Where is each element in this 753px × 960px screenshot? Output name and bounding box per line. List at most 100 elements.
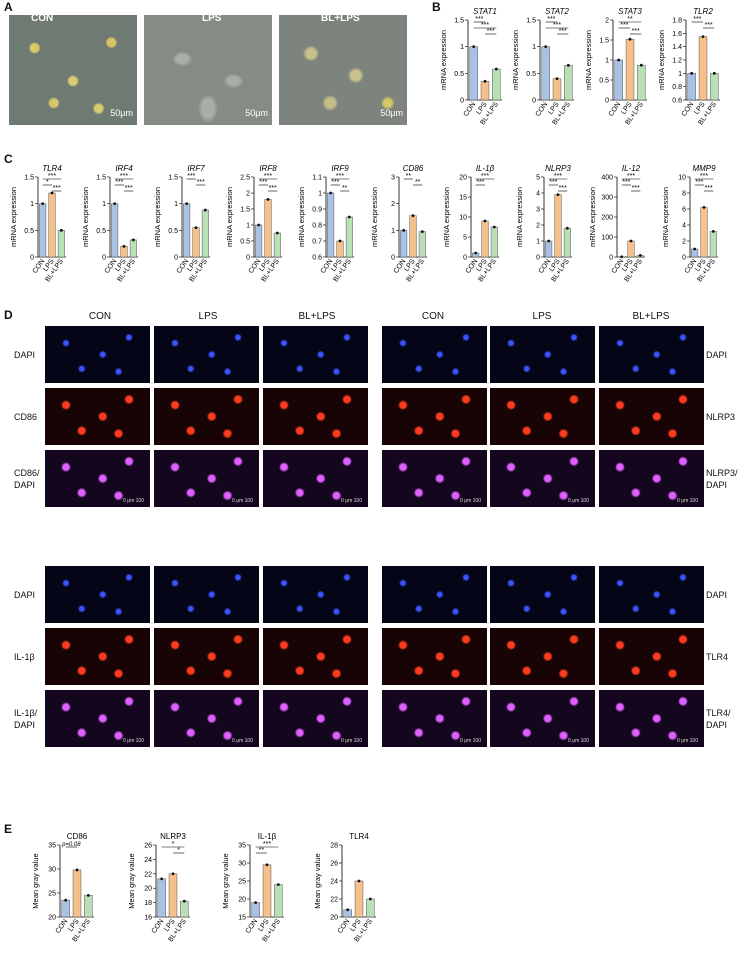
sig-label-0-2: *** xyxy=(487,28,495,35)
fluor-scale-text: 0 μm 100 xyxy=(677,738,698,744)
bar-4-2 xyxy=(57,230,65,258)
chart-title-8: IRF9 xyxy=(331,164,349,173)
fluor-il1b-dapi-0 xyxy=(44,565,151,624)
chart-title-16: IL-1β xyxy=(258,832,277,841)
y-tick-label-9-2: 2 xyxy=(391,201,395,208)
panel-label-a: A xyxy=(4,0,13,14)
point-8-2 xyxy=(347,215,351,219)
point-10-0 xyxy=(474,251,478,255)
y-axis-label-16: Mean gray value xyxy=(221,853,230,908)
bar-16-2 xyxy=(274,884,283,918)
sig-label-11-0: *** xyxy=(554,173,562,180)
fluor-nlrp3-dapi-1 xyxy=(489,325,596,384)
y-tick-label-1-0: 0 xyxy=(532,98,536,105)
chart-title-6: IRF7 xyxy=(187,164,205,173)
sig-label-10-1: *** xyxy=(476,179,484,186)
y-tick-label-7-3: 1.5 xyxy=(240,207,250,214)
y-tick-label-13-5: 10 xyxy=(678,175,686,182)
fluor-tlr4-merge-2: 0 μm 100 xyxy=(598,689,705,748)
fluor-nlrp3-dapi-0 xyxy=(381,325,488,384)
sig-label-14-0: p=0.08 xyxy=(61,842,81,848)
row-label-il1b-0: DAPI xyxy=(14,590,36,600)
point-13-2 xyxy=(711,230,715,233)
micrograph-con: CON 50μm xyxy=(8,14,138,126)
y-tick-label-5-0: 0 xyxy=(102,255,106,262)
y-tick-label-9-1: 1 xyxy=(391,228,395,235)
point-13-1 xyxy=(702,206,706,209)
y-axis-label-17: Mean gray value xyxy=(313,853,322,908)
y-tick-label-15-4: 24 xyxy=(144,857,152,864)
sig-label-1-1: *** xyxy=(553,22,561,29)
y-tick-label-3-1: 0.8 xyxy=(672,84,682,91)
point-14-2 xyxy=(86,894,90,897)
row-label-nlrp3-2: NLRP3/ DAPI xyxy=(706,468,738,490)
chart-title-12: IL-12 xyxy=(622,164,641,173)
sig-label-2-2: *** xyxy=(632,28,640,35)
chart-title-15: NLRP3 xyxy=(160,832,186,841)
y-tick-label-5-2: 1 xyxy=(102,201,106,208)
y-tick-label-0-0: 0 xyxy=(460,98,464,105)
y-tick-label-9-3: 3 xyxy=(391,175,395,182)
point-5-1 xyxy=(122,244,126,248)
sig-label-9-1: ** xyxy=(415,179,421,186)
bar-12-1 xyxy=(627,240,635,258)
point-0-1 xyxy=(483,79,487,83)
y-tick-label-16-2: 25 xyxy=(238,879,246,886)
point-11-0 xyxy=(547,239,551,243)
y-axis-label-2: mRNA expression xyxy=(584,30,593,90)
sig-label-8-2: ** xyxy=(342,185,348,192)
y-tick-label-10-0: 0 xyxy=(463,255,467,262)
point-4-0 xyxy=(41,202,45,206)
y-tick-label-13-4: 8 xyxy=(682,191,686,198)
y-tick-label-11-0: 0 xyxy=(536,255,540,262)
sig-label-2-0: ** xyxy=(627,16,633,23)
y-tick-label-13-2: 4 xyxy=(682,223,686,230)
bar-0-2 xyxy=(492,68,501,101)
bar-16-1 xyxy=(262,864,272,918)
micrograph-bl-lps: BL+LPS 50μm xyxy=(278,14,408,126)
bar-3-2 xyxy=(710,73,719,101)
group-label-lps: LPS xyxy=(202,14,222,24)
point-3-0 xyxy=(690,71,694,75)
bar-3-0 xyxy=(687,73,696,101)
sig-label-6-0: *** xyxy=(187,173,195,180)
y-tick-label-8-4: 1 xyxy=(318,191,322,198)
sig-label-15-0: * xyxy=(172,841,175,848)
y-tick-label-2-1: 0.5 xyxy=(599,78,609,85)
y-axis-label-5: mRNA expression xyxy=(81,187,90,247)
sig-label-7-2: *** xyxy=(269,185,277,192)
y-tick-label-12-3: 300 xyxy=(601,195,613,202)
y-tick-label-11-5: 5 xyxy=(536,175,540,182)
y-axis-label-12: mRNA expression xyxy=(588,187,597,247)
d-col-con-left: CON xyxy=(88,311,112,322)
fluor-nlrp3-merge-0: 0 μm 100 xyxy=(381,449,488,508)
bar-14-0 xyxy=(61,899,70,918)
fluor-tlr4-merge-0: 0 μm 100 xyxy=(381,689,488,748)
sig-label-4-0: *** xyxy=(48,173,56,180)
y-tick-label-4-3: 1.5 xyxy=(24,175,34,182)
d-col-bl-lps-right: BL+LPS xyxy=(632,311,670,322)
point-12-1 xyxy=(629,239,633,243)
point-2-1 xyxy=(628,37,632,41)
y-tick-label-14-2: 30 xyxy=(48,867,56,874)
y-tick-label-6-2: 1 xyxy=(174,201,178,208)
point-17-2 xyxy=(368,897,372,901)
sig-label-5-2: *** xyxy=(125,185,133,192)
bar-2-0 xyxy=(614,59,623,101)
sig-label-7-1: *** xyxy=(259,179,267,186)
y-tick-label-8-5: 1.1 xyxy=(312,175,322,182)
bar-8-2 xyxy=(345,216,353,258)
point-10-1 xyxy=(483,219,487,223)
scale-bar: 50μm xyxy=(110,108,133,118)
fluor-nlrp3-dapi-2 xyxy=(598,325,705,384)
x-tick-label-17-0: CON xyxy=(337,918,352,935)
point-0-0 xyxy=(472,45,476,49)
y-axis-label-6: mRNA expression xyxy=(153,187,162,247)
fluor-nlrp3-merge-1: 0 μm 100 xyxy=(489,449,596,508)
point-11-2 xyxy=(565,226,569,230)
y-tick-label-0-3: 1.5 xyxy=(454,18,464,25)
y-tick-label-2-0: 0 xyxy=(605,98,609,105)
fluor-il1b-marker-1 xyxy=(153,627,260,686)
point-6-1 xyxy=(194,226,198,230)
y-tick-label-4-1: 0.5 xyxy=(24,228,34,235)
